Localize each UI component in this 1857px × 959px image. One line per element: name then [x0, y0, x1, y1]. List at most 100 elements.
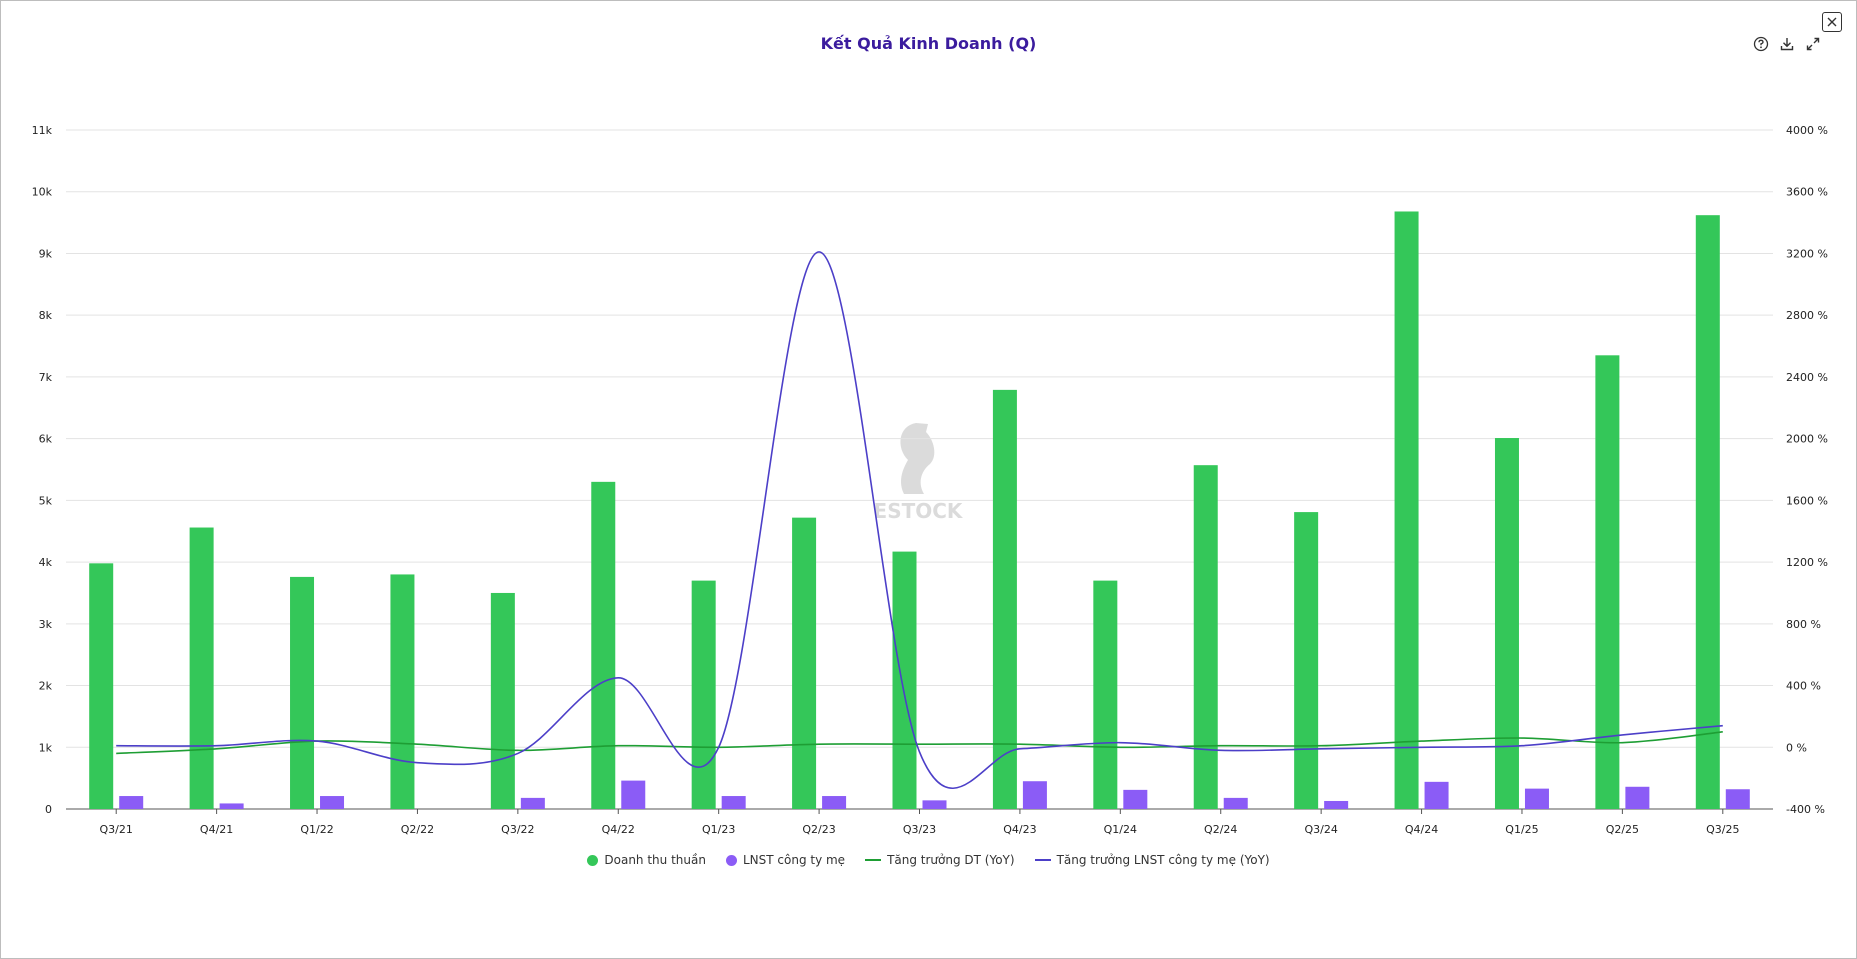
legend-marker-profit-growth — [1034, 859, 1051, 861]
legend-label-profit-growth: Tăng trưởng LNST công ty mẹ (YoY) — [1056, 853, 1270, 867]
x-tick-label: Q4/21 — [200, 823, 233, 836]
chart-legend: Doanh thu thuần LNST công ty mẹ Tăng trư… — [0, 853, 1857, 867]
profit-bar — [1022, 781, 1047, 809]
y-right-tick-label: 2800 % — [1786, 309, 1828, 322]
y-left-tick-label: 5k — [39, 494, 53, 507]
profit-bar — [219, 803, 244, 809]
revenue-bar — [691, 580, 716, 809]
profit-bar — [1424, 781, 1449, 809]
bar-series — [89, 211, 1750, 810]
y-left-tick-label: 11k — [32, 124, 53, 137]
profit-bar — [1223, 797, 1248, 809]
legend-item-profit[interactable]: LNST công ty mẹ — [725, 853, 846, 867]
x-tick-label: Q1/23 — [702, 823, 735, 836]
y-axis-right: -400 % 0 % 400 % 800 % 1200 % 1600 % 2000 % 240… — [1786, 124, 1828, 816]
x-tick-label: Q3/23 — [903, 823, 936, 836]
revenue-bar — [1093, 580, 1118, 809]
y-right-tick-label: -400 % — [1786, 803, 1825, 816]
download-icon[interactable] — [1778, 35, 1796, 53]
profit-bar — [1524, 788, 1549, 809]
y-left-tick-label: 8k — [39, 309, 53, 322]
x-tick-label: Q2/22 — [401, 823, 434, 836]
profit-bar — [320, 796, 345, 809]
revenue-bar — [1193, 465, 1218, 809]
profit-bar — [1324, 800, 1349, 809]
x-tick-label: Q4/22 — [602, 823, 635, 836]
revenue-bar — [1595, 355, 1620, 809]
x-tick-label: Q1/24 — [1104, 823, 1137, 836]
y-axis-left: 0 1k 2k 3k 4k 5k 6k 7k 8k 9k 10k 11k — [32, 124, 53, 816]
x-tick-label: Q2/24 — [1204, 823, 1237, 836]
legend-item-profit-growth[interactable]: Tăng trưởng LNST công ty mẹ (YoY) — [1034, 853, 1270, 867]
revenue-bar — [1394, 211, 1419, 810]
y-left-tick-label: 7k — [39, 371, 53, 384]
revenue-bar — [390, 574, 415, 809]
estock-watermark-logo: ESTOCK — [874, 423, 964, 523]
x-axis: Q3/21 Q4/21 Q1/22 Q2/22 Q3/22 Q4/22 Q1/23 Q2/23… — [100, 809, 1739, 836]
close-button[interactable] — [1822, 12, 1842, 32]
x-tick-label: Q3/24 — [1304, 823, 1337, 836]
legend-marker-revenue-growth — [865, 859, 882, 861]
legend-marker-profit — [725, 854, 737, 866]
y-left-tick-label: 1k — [39, 741, 53, 754]
y-left-tick-label: 10k — [32, 186, 53, 199]
x-tick-label: Q3/22 — [501, 823, 534, 836]
revenue-bar — [189, 527, 214, 809]
y-right-tick-label: 4000 % — [1786, 124, 1828, 137]
y-right-tick-label: 1200 % — [1786, 556, 1828, 569]
y-right-tick-label: 0 % — [1786, 741, 1807, 754]
svg-text:ESTOCK: ESTOCK — [874, 499, 964, 523]
revenue-bar — [89, 563, 114, 809]
y-right-tick-label: 1600 % — [1786, 494, 1828, 507]
revenue-bar — [591, 481, 616, 809]
y-left-tick-label: 4k — [39, 556, 53, 569]
help-icon[interactable] — [1752, 35, 1770, 53]
x-tick-label: Q3/25 — [1706, 823, 1739, 836]
profit-growth-line — [116, 251, 1723, 790]
revenue-bar — [792, 517, 817, 809]
profit-bar — [922, 800, 947, 809]
x-tick-label: Q2/25 — [1606, 823, 1639, 836]
x-tick-label: Q4/24 — [1405, 823, 1438, 836]
revenue-bar — [490, 592, 515, 809]
y-right-tick-label: 400 % — [1786, 680, 1821, 693]
profit-bar — [621, 780, 646, 809]
x-tick-label: Q1/22 — [300, 823, 333, 836]
legend-label-revenue: Doanh thu thuần — [604, 853, 706, 867]
y-right-tick-label: 2000 % — [1786, 433, 1828, 446]
y-right-tick-label: 3200 % — [1786, 247, 1828, 260]
revenue-bar — [892, 551, 917, 809]
y-left-tick-label: 0 — [45, 803, 52, 816]
y-left-tick-label: 9k — [39, 247, 53, 260]
legend-item-revenue[interactable]: Doanh thu thuần — [587, 853, 706, 867]
x-tick-label: Q4/23 — [1003, 823, 1036, 836]
revenue-growth-line — [116, 731, 1723, 755]
profit-bar — [1725, 789, 1750, 809]
y-right-tick-label: 3600 % — [1786, 186, 1828, 199]
expand-icon[interactable] — [1804, 35, 1822, 53]
profit-bar — [1625, 786, 1650, 809]
revenue-bar — [290, 576, 315, 809]
y-left-tick-label: 2k — [39, 680, 53, 693]
close-icon — [1827, 17, 1837, 27]
revenue-bar — [992, 389, 1017, 809]
y-left-tick-label: 6k — [39, 433, 53, 446]
profit-bar — [520, 797, 545, 809]
profit-bar — [119, 796, 144, 809]
revenue-bar — [1695, 215, 1720, 809]
x-tick-label: Q2/23 — [802, 823, 835, 836]
legend-label-revenue-growth: Tăng trưởng DT (YoY) — [887, 853, 1015, 867]
x-tick-label: Q3/21 — [100, 823, 133, 836]
y-right-tick-label: 800 % — [1786, 618, 1821, 631]
y-right-tick-label: 2400 % — [1786, 371, 1828, 384]
line-series — [116, 251, 1723, 790]
profit-bar — [1123, 789, 1148, 809]
legend-marker-revenue — [587, 854, 599, 866]
revenue-bar — [1294, 512, 1319, 809]
x-tick-label: Q1/25 — [1505, 823, 1538, 836]
y-left-tick-label: 3k — [39, 618, 53, 631]
profit-bar — [721, 796, 746, 809]
legend-item-revenue-growth[interactable]: Tăng trưởng DT (YoY) — [865, 853, 1015, 867]
legend-label-profit: LNST công ty mẹ — [742, 853, 846, 867]
